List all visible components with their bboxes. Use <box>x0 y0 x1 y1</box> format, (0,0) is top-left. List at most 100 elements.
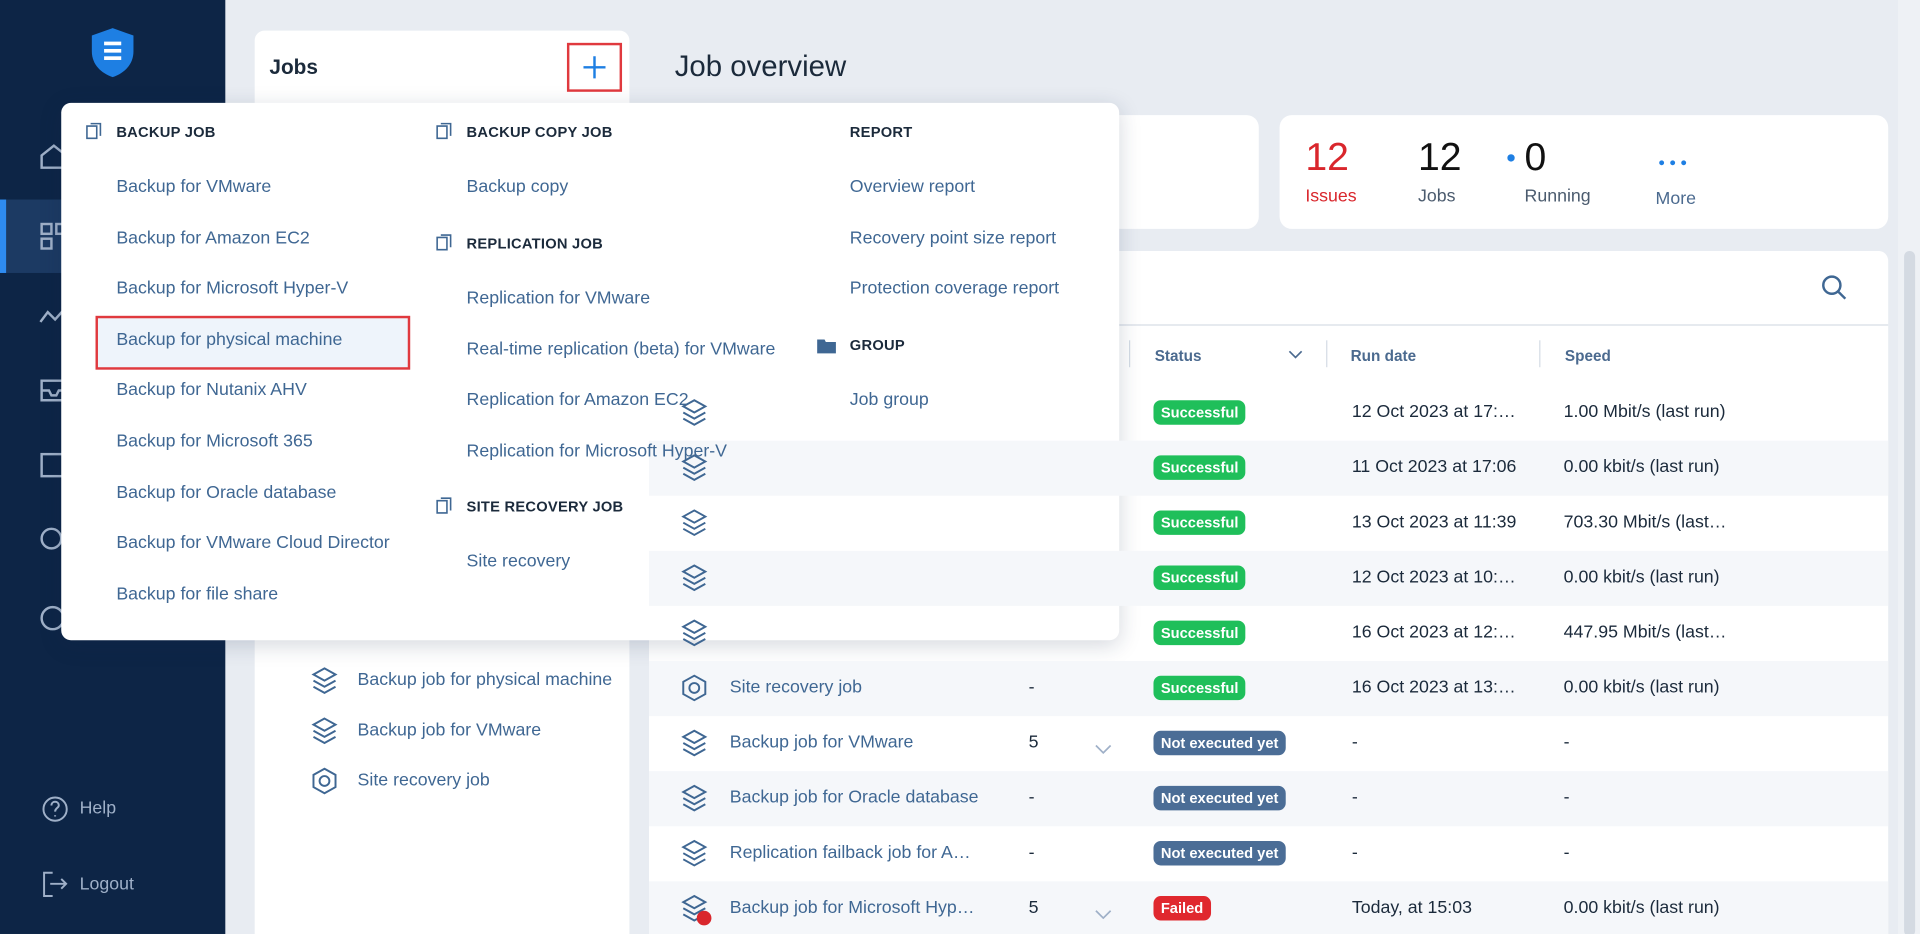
section-title: GROUP <box>849 336 905 354</box>
speed: 0.00 kbit/s (last run) <box>1563 457 1720 478</box>
row-icon <box>680 673 709 702</box>
job-name[interactable]: Site recovery job <box>729 677 863 698</box>
menu-item[interactable]: Backup for Microsoft 365 <box>116 431 313 452</box>
jobs-title: Jobs <box>269 55 318 79</box>
menu-item[interactable]: Backup for VMware Cloud Director <box>116 533 390 554</box>
menu-item[interactable]: Backup for Amazon EC2 <box>116 228 310 248</box>
job-count: 5 <box>1028 732 1039 753</box>
row-stripe <box>648 440 1889 496</box>
status-badge: Not executed yet <box>1153 730 1286 756</box>
add-job-button[interactable] <box>566 42 623 92</box>
col-sep <box>1326 340 1328 368</box>
section-icon <box>433 234 453 254</box>
col-header[interactable]: Speed <box>1564 347 1611 365</box>
col-sep <box>1128 340 1131 368</box>
menu-item[interactable]: Protection coverage report <box>849 279 1060 299</box>
tree-icon <box>310 716 339 745</box>
menu-item[interactable]: Backup for Nutanix AHV <box>116 380 307 401</box>
more-label[interactable]: More <box>1655 189 1696 210</box>
menu-item[interactable]: Backup for VMware <box>116 177 272 197</box>
logo <box>91 28 134 78</box>
scroll-thumb[interactable] <box>1904 250 1916 934</box>
speed: 703.30 Mbit/s (last… <box>1563 512 1727 533</box>
status-badge: Not executed yet <box>1153 785 1286 811</box>
job-name[interactable]: Backup job for VMware <box>729 732 914 753</box>
speed: 0.00 kbit/s (last run) <box>1563 567 1720 588</box>
status-badge: Not executed yet <box>1153 840 1286 866</box>
speed: 0.00 kbit/s (last run) <box>1563 677 1720 698</box>
footer-icons <box>42 796 68 898</box>
col-header[interactable]: Status <box>1154 347 1202 365</box>
speed: 447.95 Mbit/s (last… <box>1563 622 1727 643</box>
jobs-label: Jobs <box>1417 186 1456 207</box>
col-sep <box>1539 340 1541 368</box>
row-icon <box>680 839 709 868</box>
menu-item[interactable]: Site recovery <box>466 551 571 572</box>
section-icon <box>83 122 103 142</box>
job-name[interactable]: Replication failback job for A… <box>729 843 971 863</box>
menu-item[interactable]: Backup for file share <box>116 584 279 605</box>
menu-item[interactable]: Job group <box>849 390 929 410</box>
more-icon[interactable] <box>1658 159 1690 166</box>
menu-item[interactable]: Backup for Oracle database <box>116 482 337 503</box>
error-dot <box>696 910 712 926</box>
col-header[interactable]: Run date <box>1350 347 1417 365</box>
tree-icon <box>310 766 339 795</box>
section-title: BACKUP COPY JOB <box>466 123 613 141</box>
job-name[interactable]: Backup job for Oracle database <box>729 788 979 808</box>
status-badge: Successful <box>1153 620 1246 646</box>
run-date: 16 Oct 2023 at 12:… <box>1351 622 1516 643</box>
row-icon <box>680 618 709 647</box>
active-bar <box>0 199 7 273</box>
row-icon <box>680 728 709 757</box>
menu-item[interactable]: Overview report <box>849 177 976 197</box>
tree-item[interactable]: Site recovery job <box>357 770 490 791</box>
section-title: BACKUP JOB <box>116 123 216 141</box>
row-icon <box>680 783 709 812</box>
menu-item[interactable]: Replication for Microsoft Hyper-V <box>466 441 728 461</box>
job-count: - <box>1028 843 1035 863</box>
menu-item[interactable]: Replication for VMware <box>466 288 651 309</box>
logout-link[interactable]: Logout <box>79 874 134 895</box>
jobs-value: 12 <box>1417 134 1462 179</box>
section-icon <box>433 497 453 517</box>
sort-chevron[interactable] <box>1288 350 1303 360</box>
menu-item[interactable]: Backup copy <box>466 177 569 197</box>
menu-item[interactable]: Recovery point size report <box>849 228 1057 248</box>
running-dot <box>1507 154 1515 162</box>
menu-item[interactable]: Real-time replication (beta) for VMware <box>466 339 776 360</box>
section-title: REPLICATION JOB <box>466 235 604 253</box>
expand-chevron[interactable] <box>1095 903 1112 920</box>
overview-title: Job overview <box>674 50 847 84</box>
row-stripe <box>648 881 1889 934</box>
row-icon <box>680 398 709 427</box>
run-date: - <box>1351 788 1358 808</box>
run-date: 13 Oct 2023 at 11:39 <box>1351 512 1517 533</box>
section-title: REPORT <box>849 123 913 141</box>
row-stripe <box>648 661 1889 717</box>
menu-item[interactable]: Backup for Microsoft Hyper-V <box>116 279 349 299</box>
speed: - <box>1563 843 1570 863</box>
job-count: - <box>1028 788 1035 808</box>
expand-chevron[interactable] <box>1095 738 1112 755</box>
run-date: - <box>1351 732 1358 753</box>
running-label: Running <box>1524 186 1591 207</box>
add-job-menu <box>61 102 1120 641</box>
job-count: 5 <box>1028 898 1039 918</box>
stats-card <box>1279 115 1889 229</box>
tree-item[interactable]: Backup job for physical machine <box>357 670 613 691</box>
row-icon <box>680 453 709 482</box>
tree-item[interactable]: Backup job for VMware <box>357 720 542 741</box>
status-badge: Successful <box>1153 510 1246 535</box>
help-link[interactable]: Help <box>79 799 117 819</box>
job-name[interactable]: Backup job for Microsoft Hyp… <box>729 898 975 918</box>
menu-item[interactable]: Replication for Amazon EC2 <box>466 390 689 410</box>
run-date: 16 Oct 2023 at 13:… <box>1351 677 1516 698</box>
menu-item[interactable]: Backup for physical machine <box>116 329 343 350</box>
search-icon[interactable] <box>1821 274 1848 301</box>
section-title: SITE RECOVERY JOB <box>466 498 624 516</box>
run-date: 11 Oct 2023 at 17:06 <box>1351 457 1517 478</box>
running-value: 0 <box>1524 134 1547 179</box>
